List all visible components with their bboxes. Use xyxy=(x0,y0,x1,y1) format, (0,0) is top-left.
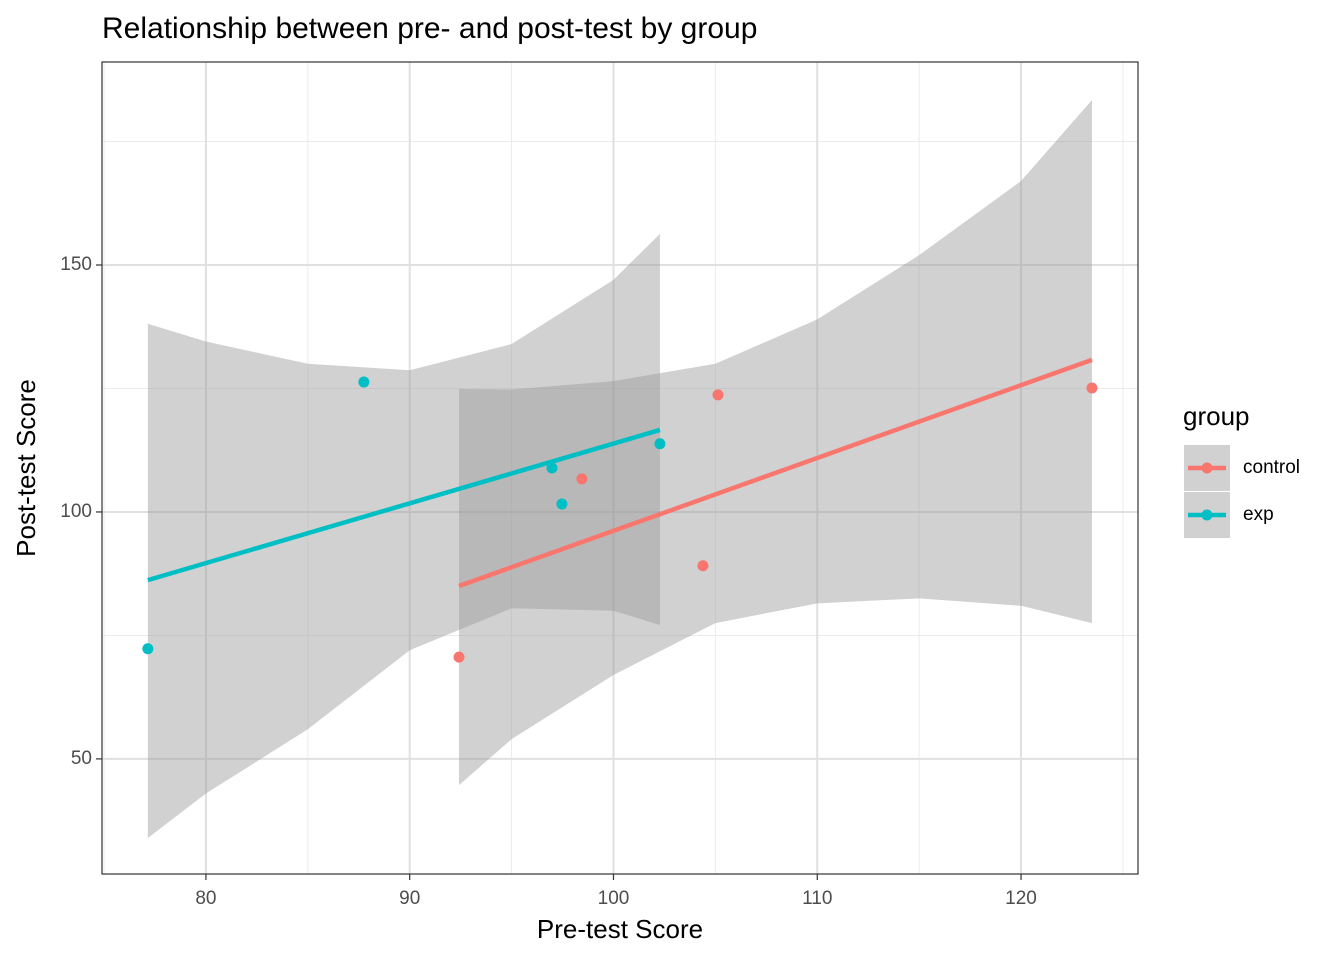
y-tick-label: 100 xyxy=(60,501,92,522)
fit-line xyxy=(458,357,1093,589)
x-tick-label: 100 xyxy=(598,888,630,909)
point xyxy=(358,376,370,388)
x-tick-label: 120 xyxy=(1005,888,1037,909)
point xyxy=(576,473,588,485)
point xyxy=(654,438,666,450)
x-tick-label: 110 xyxy=(802,888,832,909)
point xyxy=(142,643,154,655)
legend-key-point xyxy=(1201,462,1213,474)
x-tick-label: 90 xyxy=(399,888,420,909)
confidence-band xyxy=(459,100,1092,786)
chart-title: Relationship between pre- and post-test … xyxy=(102,12,757,45)
legend-label: exp xyxy=(1243,504,1274,525)
point xyxy=(556,498,568,510)
x-tick-label: 80 xyxy=(195,888,216,909)
point xyxy=(712,389,724,401)
x-axis-label: Pre-test Score xyxy=(537,914,703,944)
y-tick-label: 150 xyxy=(60,254,92,275)
panel-border xyxy=(101,61,1139,875)
point xyxy=(697,560,709,572)
fit-line xyxy=(147,427,661,583)
y-axis-label: Post-test Score xyxy=(11,379,41,557)
point xyxy=(453,651,465,663)
legend-key-point xyxy=(1201,509,1213,521)
legend-title: group xyxy=(1183,401,1250,431)
y-tick-label: 50 xyxy=(71,748,92,769)
confidence-band xyxy=(147,233,660,838)
point xyxy=(546,462,558,474)
legend-label: control xyxy=(1243,457,1300,478)
point xyxy=(1086,382,1098,394)
